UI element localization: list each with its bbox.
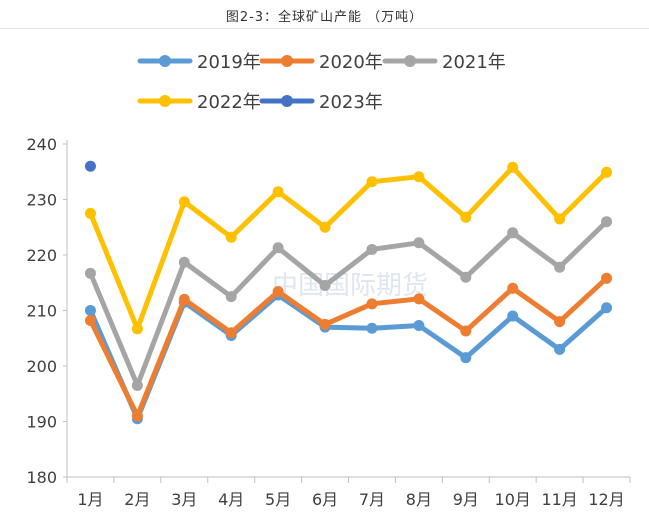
data-point [131, 379, 143, 391]
data-point [366, 298, 378, 310]
legend-label: 2020年 [319, 52, 383, 73]
data-point [460, 325, 472, 337]
watermark-text: 中国国际期货 [272, 271, 428, 301]
data-point [460, 352, 472, 364]
series-line [88, 219, 609, 388]
data-point [601, 272, 613, 284]
data-point [84, 305, 96, 316]
data-point [413, 319, 425, 331]
data-point [272, 242, 284, 254]
chart-title: 图2-3：全球矿山产能 （万吨） [225, 10, 424, 25]
x-tick-label: 6月 [312, 490, 338, 509]
x-tick-label: 1月 [77, 490, 103, 509]
y-tick-label: 220 [26, 246, 57, 265]
x-tick-label: 7月 [359, 490, 385, 509]
x-tick-label: 8月 [406, 490, 432, 509]
data-point [319, 318, 331, 330]
x-tick-label: 12月 [588, 490, 624, 509]
legend-swatch-marker [159, 95, 171, 107]
data-point [319, 280, 331, 292]
y-tick-label: 210 [26, 302, 57, 321]
data-point [413, 293, 425, 305]
legend-item: 2019年 [137, 52, 261, 73]
data-point [413, 171, 425, 183]
x-tick-label: 3月 [171, 490, 197, 509]
series-line [88, 275, 609, 419]
legend-label: 2021年 [442, 52, 506, 73]
data-point [601, 302, 613, 314]
x-tick-label: 9月 [453, 490, 479, 509]
data-point [554, 213, 566, 225]
series-3 [84, 161, 613, 335]
x-tick-label: 2月 [124, 490, 150, 509]
data-point [507, 310, 519, 322]
y-tick-label: 190 [26, 413, 57, 432]
data-point [84, 314, 96, 326]
chart-panel: 中国国际期货 2019年 2020年 2021年 2022年 2023年 180 190 2… [0, 28, 649, 526]
data-point [319, 221, 331, 233]
series-line [88, 164, 609, 332]
data-point [366, 322, 378, 334]
y-tick-label: 240 [26, 135, 57, 154]
x-tick-label: 4月 [218, 490, 244, 509]
data-point [225, 291, 237, 303]
y-tick-label: 200 [26, 357, 57, 376]
data-point [178, 196, 190, 208]
x-tick-label: 10月 [495, 490, 531, 509]
data-point [225, 327, 237, 339]
data-point [178, 256, 190, 268]
data-point [366, 176, 378, 188]
data-point [460, 271, 472, 283]
legend: 2019年 2020年 2021年 2022年 2023年 [137, 52, 506, 113]
data-point [178, 293, 190, 305]
legend-item: 2022年 [137, 92, 261, 113]
series-layer [84, 160, 613, 425]
legend-swatch-marker [159, 55, 171, 67]
data-point [272, 286, 284, 298]
data-point [554, 343, 566, 355]
data-point [225, 231, 237, 243]
data-point [507, 161, 519, 173]
data-point [84, 267, 96, 279]
y-tick-label: 180 [26, 468, 57, 487]
legend-swatch-marker [404, 55, 416, 67]
legend-label: 2022年 [197, 92, 261, 113]
x-tick-label: 5月 [265, 490, 291, 509]
data-point [460, 211, 472, 223]
data-point [84, 207, 96, 219]
data-point [131, 410, 143, 422]
data-point [507, 282, 519, 294]
y-tick-label: 230 [26, 191, 57, 210]
legend-item: 2021年 [382, 52, 506, 73]
data-point [554, 261, 566, 273]
legend-label: 2023年 [319, 92, 383, 113]
series-1 [84, 272, 613, 422]
legend-swatch-marker [281, 55, 293, 67]
data-point [84, 160, 96, 172]
legend-item: 2023年 [259, 92, 383, 113]
series-4 [84, 160, 96, 172]
data-point [272, 186, 284, 198]
y-axis: 180 190 200 210 220 230 240 [26, 135, 68, 487]
data-point [413, 237, 425, 249]
series-2 [84, 216, 613, 391]
data-point [366, 243, 378, 255]
x-tick-label: 11月 [541, 490, 577, 509]
x-axis: 1月 2月 3月 4月 5月 6月 7月 8月 9月 10月 11月 12月 [66, 476, 631, 509]
legend-swatch-marker [281, 95, 293, 107]
data-point [554, 316, 566, 328]
data-point [131, 323, 143, 335]
legend-item: 2020年 [259, 52, 383, 73]
data-point [507, 227, 519, 239]
data-point [601, 166, 613, 178]
legend-label: 2019年 [197, 52, 261, 73]
chart-svg: 中国国际期货 2019年 2020年 2021年 2022年 2023年 180 190 2… [26, 52, 631, 509]
data-point [601, 216, 613, 228]
